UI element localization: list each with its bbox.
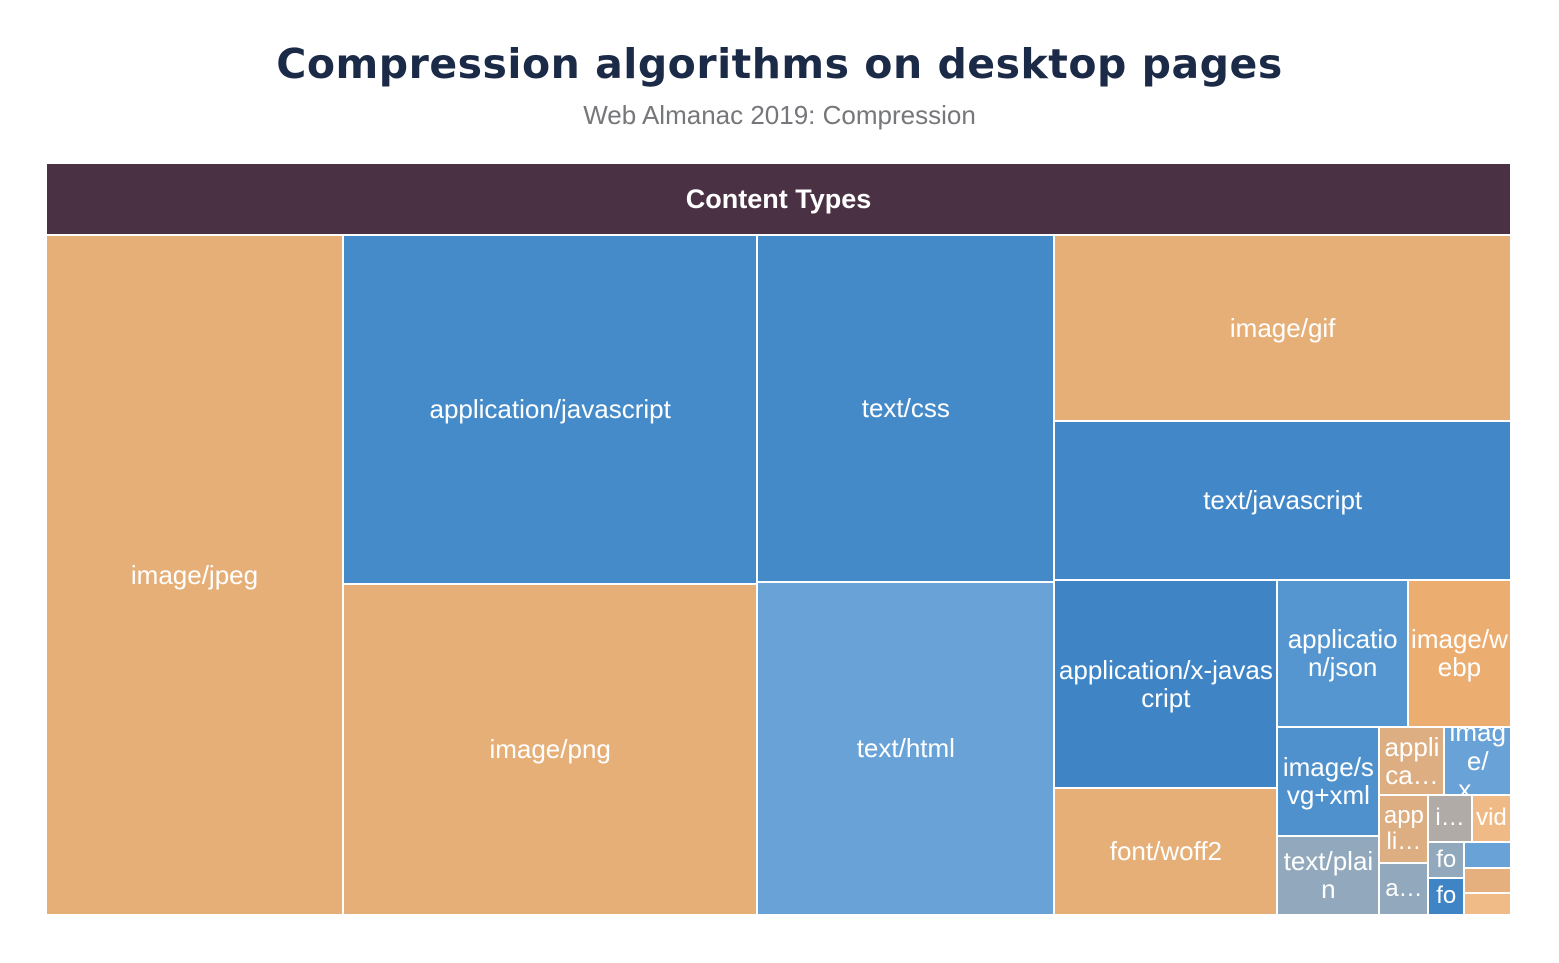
chart-subtitle: Web Almanac 2019: Compression	[583, 100, 976, 130]
treemap-tile[interactable]: application/json	[1278, 580, 1407, 726]
treemap-tile[interactable]: fo	[1429, 842, 1464, 878]
tile-label: image/x…	[1449, 727, 1506, 795]
tile-label: applica…	[1384, 731, 1440, 791]
tile-label: application/json	[1287, 623, 1398, 683]
treemap-tile[interactable]: image/x…	[1445, 727, 1510, 795]
treemap-tile[interactable]: image/webp	[1408, 580, 1510, 726]
tile-label: font/woff2	[1109, 836, 1222, 867]
tile-label: image/png	[489, 733, 611, 764]
tile-label: text/css	[861, 393, 950, 424]
tile-label: image/webp	[1411, 623, 1508, 683]
treemap-tile[interactable]: text/javascript	[1055, 421, 1510, 579]
treemap-tile[interactable]: text/html	[758, 582, 1054, 914]
treemap-tile[interactable]: image/svg+xml	[1278, 727, 1379, 835]
tile-label: text/plain	[1283, 845, 1374, 905]
chart-title: Compression algorithms on desktop pages	[276, 40, 1283, 88]
tile-label: application/javascript	[429, 393, 671, 424]
treemap-tile[interactable]: applica…	[1380, 727, 1444, 795]
tile-label: image/jpeg	[130, 559, 259, 590]
treemap-tile[interactable]: appli…	[1380, 796, 1428, 863]
tile-label: image/svg+xml	[1282, 751, 1374, 811]
treemap-tile[interactable]: application/javascript	[344, 236, 757, 583]
treemap-tile[interactable]: image/jpeg	[47, 236, 342, 914]
treemap-tile[interactable]: image/gif	[1055, 236, 1510, 420]
tile-label: application/x-javascript	[1058, 654, 1273, 714]
tile-label: i…	[1435, 804, 1465, 832]
treemap-tile[interactable]: image/png	[344, 584, 757, 914]
treemap-tile[interactable]: fo	[1429, 879, 1464, 914]
treemap-tile[interactable]: i…	[1429, 796, 1471, 841]
treemap-tile[interactable]: vid	[1472, 796, 1510, 841]
treemap-tile[interactable]: application/x-javascript	[1055, 580, 1277, 788]
treemap-tile[interactable]	[1465, 842, 1510, 867]
tile-label: fo	[1436, 845, 1457, 873]
treemap: image/jpeg application/javascript image/pn…	[47, 236, 1510, 914]
tile-label: text/html	[856, 733, 955, 764]
tile-label: a…	[1385, 874, 1423, 902]
root-label: Content Types	[685, 183, 872, 214]
treemap-tile[interactable]: a…	[1380, 864, 1428, 914]
treemap-tile[interactable]: font/woff2	[1055, 789, 1277, 914]
tile-label: appli…	[1383, 801, 1424, 856]
treemap-root-header[interactable]: Content Types	[47, 164, 1510, 234]
treemap-tile[interactable]: text/plain	[1278, 836, 1379, 914]
tile-label: image/gif	[1229, 312, 1336, 343]
tile-label: text/javascript	[1203, 485, 1363, 516]
tile-label: vid	[1476, 804, 1507, 832]
treemap-tile[interactable]	[1465, 868, 1510, 893]
tile-label: fo	[1436, 882, 1457, 910]
treemap-tile[interactable]	[1465, 894, 1510, 914]
treemap-tile[interactable]: text/css	[758, 236, 1054, 581]
